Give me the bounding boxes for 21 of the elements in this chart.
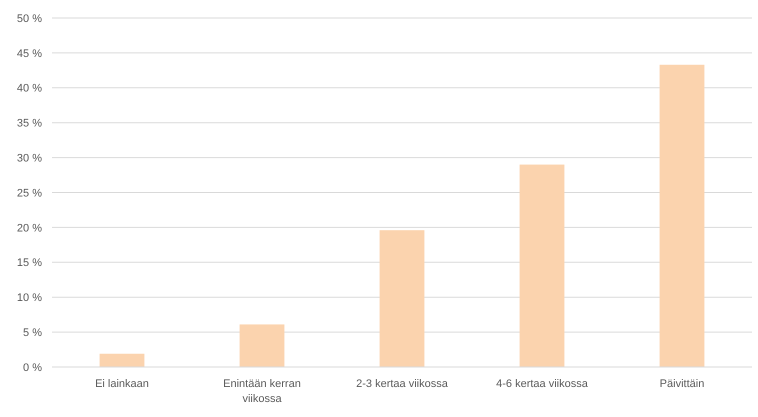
y-tick-label: 50 % [16, 12, 42, 25]
y-tick-label: 0 % [23, 362, 42, 374]
y-tick-label: 20 % [16, 222, 42, 234]
x-tick-label: Päivittäin [660, 378, 704, 390]
y-tick-label: 15 % [16, 257, 42, 270]
x-tick-label: Ei lainkaan [95, 378, 149, 390]
bar [380, 230, 424, 367]
y-tick-label: 45 % [16, 48, 42, 60]
y-tick-label: 25 % [16, 187, 42, 200]
x-tick-label: Enintään kerran viikossa [223, 378, 301, 405]
x-tick-label: 4-6 kertaa viikossa [496, 378, 589, 390]
x-tick-label: 2-3 kertaa viikossa [356, 378, 449, 390]
y-tick-label: 40 % [16, 82, 42, 95]
y-tick-label: 30 % [16, 152, 42, 164]
y-tick-label: 10 % [16, 292, 42, 304]
bar [240, 324, 284, 367]
bar [100, 354, 144, 367]
bar [660, 64, 704, 367]
y-tick-label: 5 % [23, 326, 42, 339]
y-tick-label: 35 % [16, 118, 42, 130]
bar [520, 164, 564, 367]
